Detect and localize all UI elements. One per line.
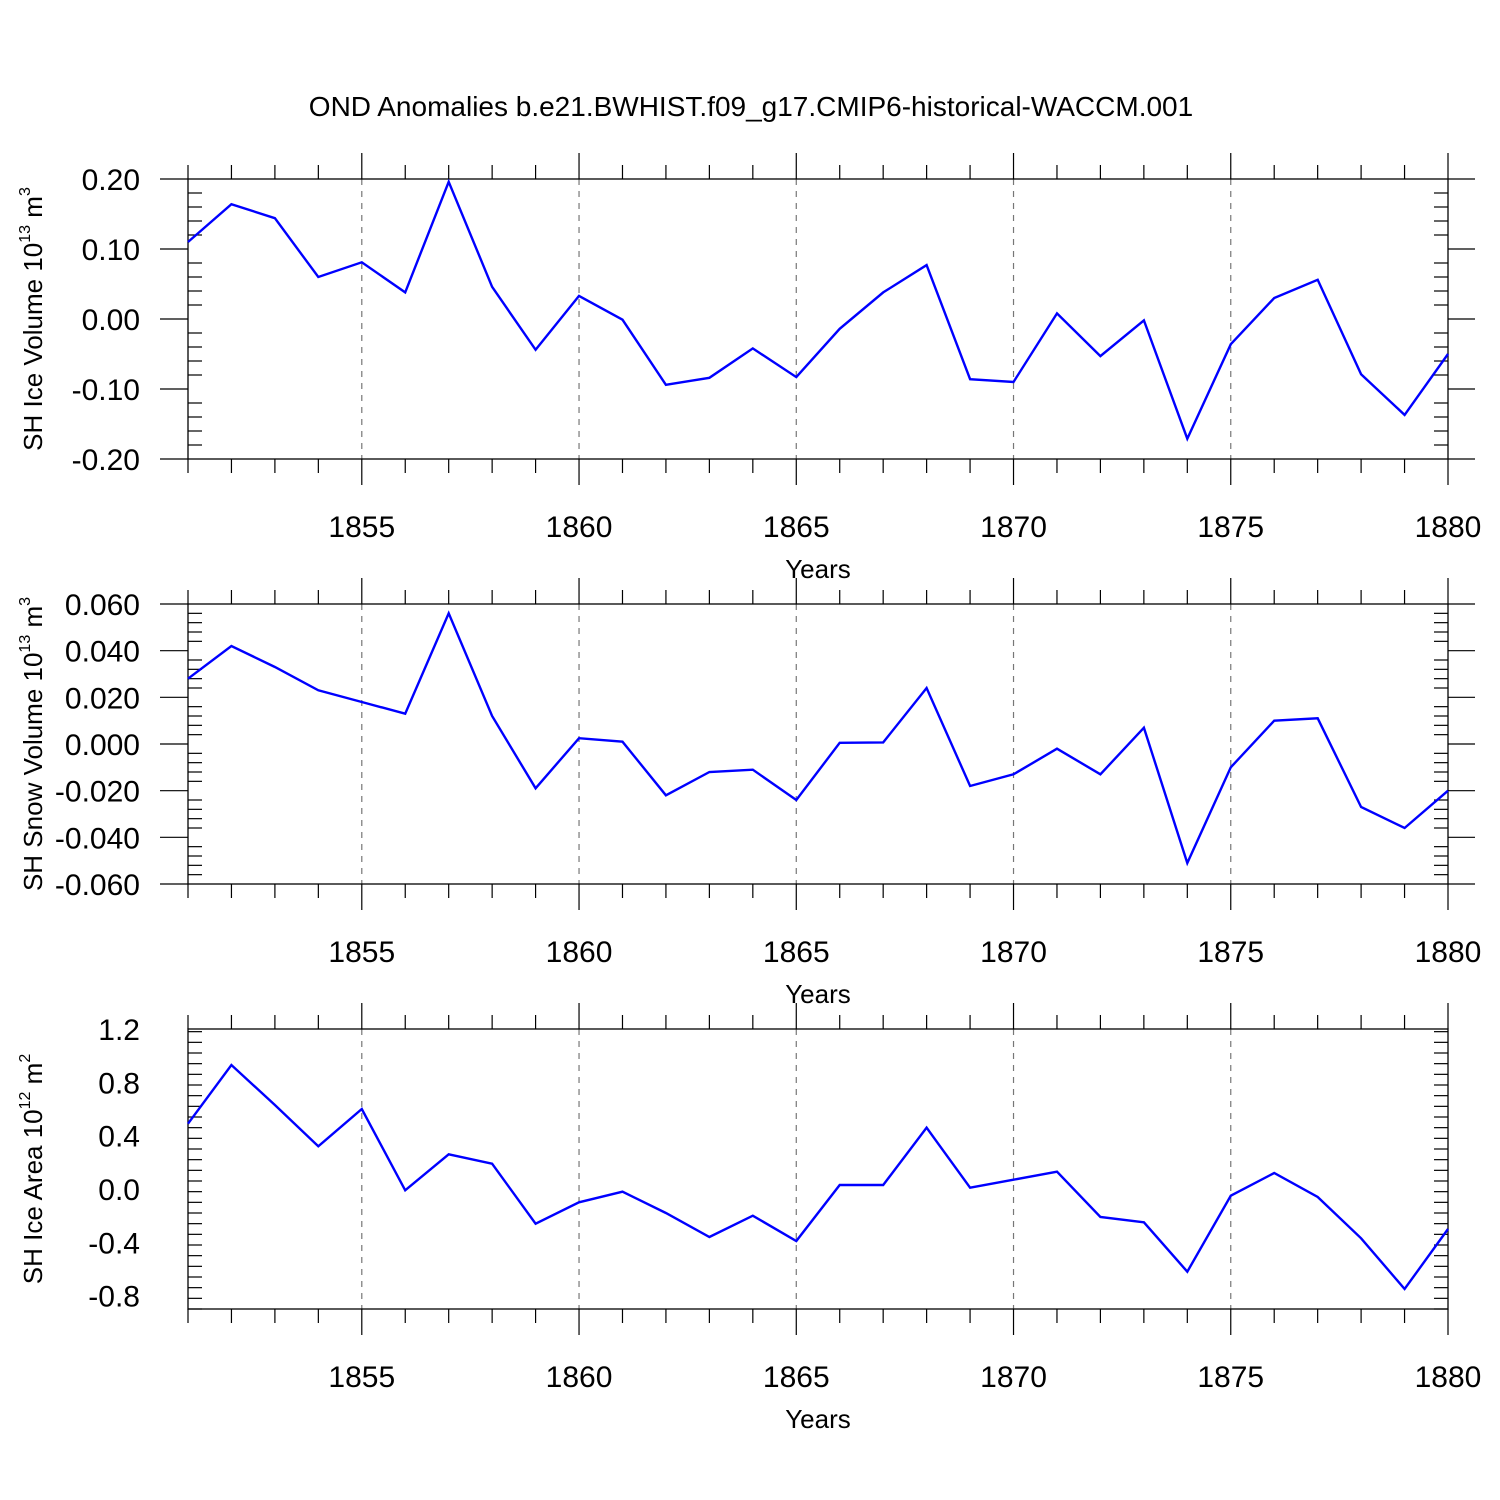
y-tick-label: -0.10	[72, 374, 140, 407]
figure-title: OND Anomalies b.e21.BWHIST.f09_g17.CMIP6…	[309, 91, 1193, 122]
y-tick-label: 0.20	[82, 164, 140, 197]
x-tick-label: 1870	[980, 936, 1047, 969]
x-tick-label: 1870	[980, 1361, 1047, 1394]
x-tick-label: 1860	[546, 1361, 613, 1394]
chart-panel-3: -0.8 -0.4 0.0 0.4 0.8 1.2 1855 1860 1865 1870 1875…	[17, 1003, 1481, 1434]
series-line	[187, 610, 1449, 867]
y-axis-label: SH Snow Volume 1013 m3	[17, 597, 48, 891]
x-tick-label: 1875	[1197, 511, 1264, 544]
y-tick-label: 0.060	[65, 589, 140, 622]
y-tick-label: 0.10	[82, 234, 140, 267]
y-tick-label: -0.20	[72, 444, 140, 477]
x-tick-label: 1880	[1415, 1361, 1482, 1394]
x-axis-label: Years	[785, 554, 851, 584]
y-tick-label: 0.040	[65, 636, 140, 669]
y-tick-label: -0.020	[55, 776, 140, 809]
y-tick-label: 0.00	[82, 304, 140, 337]
x-tick-label: 1870	[980, 511, 1047, 544]
y-tick-label: 1.2	[98, 1014, 140, 1047]
y-axis-label: SH Ice Area 1012 m2	[17, 1054, 48, 1285]
plot-frame	[187, 1028, 1449, 1310]
y-tick-label: -0.8	[88, 1281, 140, 1314]
y-tick-label: 0.020	[65, 682, 140, 715]
x-tick-label: 1855	[328, 936, 395, 969]
y-tick-label: 0.4	[98, 1121, 140, 1154]
x-tick-label: 1880	[1415, 511, 1482, 544]
y-tick-label: -0.040	[55, 822, 140, 855]
y-tick-label: 0.0	[98, 1174, 140, 1207]
x-axis-label: Years	[785, 1404, 851, 1434]
y-tick-label: 0.000	[65, 729, 140, 762]
x-tick-label: 1880	[1415, 936, 1482, 969]
x-tick-label: 1855	[328, 1361, 395, 1394]
y-tick-label: -0.4	[88, 1227, 140, 1260]
chart-panel-2: -0.060 -0.040 -0.020 0.000 0.020 0.040 0.060 18…	[17, 578, 1481, 1009]
x-axis-label: Years	[785, 979, 851, 1009]
x-tick-label: 1875	[1197, 936, 1264, 969]
x-tick-label: 1860	[546, 936, 613, 969]
y-tick-label: 0.8	[98, 1067, 140, 1100]
panels: -0.20 -0.10 0.00 0.10 0.20 1855 1860 1865 1870 18…	[17, 153, 1481, 1434]
y-axis-label: SH Ice Volume 1013 m3	[17, 187, 48, 451]
x-tick-label: 1875	[1197, 1361, 1264, 1394]
x-tick-label: 1855	[328, 511, 395, 544]
series-line	[187, 178, 1449, 442]
x-tick-label: 1860	[546, 511, 613, 544]
chart-panel-1: -0.20 -0.10 0.00 0.10 0.20 1855 1860 1865 1870 18…	[17, 153, 1481, 584]
x-tick-label: 1865	[763, 511, 830, 544]
x-tick-label: 1865	[763, 1361, 830, 1394]
series-line	[187, 1063, 1449, 1291]
y-tick-label: -0.060	[55, 869, 140, 902]
x-tick-label: 1865	[763, 936, 830, 969]
